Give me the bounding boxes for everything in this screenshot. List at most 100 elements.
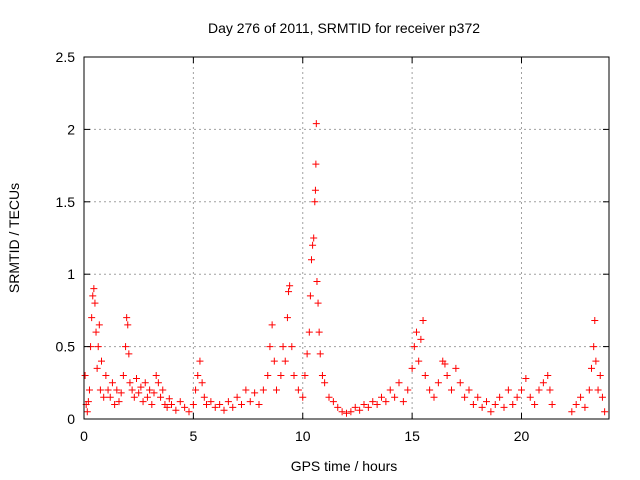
data-point-marker (343, 409, 350, 417)
data-point-marker (146, 386, 154, 394)
data-point-marker (268, 321, 276, 329)
data-point-marker (233, 393, 241, 401)
data-point-marker (255, 401, 263, 409)
data-point-marker (594, 386, 602, 394)
data-point-marker (279, 343, 287, 351)
data-point-marker (88, 314, 96, 322)
data-point-marker (125, 350, 133, 358)
data-point-marker (281, 357, 289, 365)
data-point-marker (585, 386, 593, 394)
data-point-marker (369, 398, 377, 406)
data-point-marker (163, 403, 171, 411)
data-point-marker (316, 350, 324, 358)
data-point-marker (522, 374, 530, 382)
data-point-marker (200, 393, 208, 401)
data-point-marker (242, 386, 250, 394)
data-point-marker (137, 383, 145, 391)
data-point-marker (313, 277, 321, 285)
data-point-marker (130, 393, 138, 401)
data-point-marker (321, 379, 329, 387)
data-point-marker (596, 372, 604, 380)
data-point-marker (290, 372, 298, 380)
data-points (81, 120, 609, 417)
grid-lines (84, 57, 609, 419)
data-point-marker (198, 379, 206, 387)
data-point-marker (283, 314, 291, 322)
x-tick-label: 10 (295, 428, 311, 444)
data-point-marker (546, 386, 554, 394)
data-point-marker (539, 379, 547, 387)
data-point-marker (111, 401, 119, 409)
data-point-marker (310, 234, 318, 242)
data-point-marker (395, 379, 403, 387)
data-point-marker (312, 120, 320, 128)
data-point-marker (465, 386, 473, 394)
data-point-marker (351, 403, 359, 411)
data-point-marker (504, 386, 512, 394)
data-point-marker (581, 403, 589, 411)
data-point-marker (83, 408, 91, 416)
data-point-marker (518, 386, 525, 394)
data-point-marker (90, 285, 98, 293)
data-point-marker (185, 408, 193, 416)
data-point-marker (157, 393, 165, 401)
data-point-marker (314, 299, 322, 307)
data-point-marker (139, 398, 147, 406)
data-point-marker (192, 386, 200, 394)
data-point-marker (601, 408, 609, 416)
data-point-marker (531, 401, 539, 409)
data-point-marker (264, 372, 272, 380)
data-point-marker (89, 292, 97, 300)
data-point-marker (478, 403, 486, 411)
data-point-marker (448, 386, 455, 394)
data-point-marker (308, 256, 315, 264)
data-point-marker (238, 401, 245, 409)
data-point-marker (456, 379, 464, 387)
data-point-marker (124, 321, 132, 329)
data-point-marker (203, 401, 210, 409)
data-point-marker (500, 403, 508, 411)
data-point-marker (419, 317, 427, 325)
data-point-marker (544, 372, 552, 380)
data-point-marker (94, 343, 102, 351)
data-point-marker (311, 186, 319, 194)
x-axis-label: GPS time / hours (291, 458, 398, 474)
data-point-marker (483, 398, 490, 406)
data-point-marker (150, 389, 158, 397)
data-point-marker (122, 343, 130, 351)
data-point-marker (123, 314, 131, 322)
data-point-marker (491, 401, 499, 409)
data-point-marker (334, 403, 342, 411)
data-point-marker (513, 393, 521, 401)
data-point-marker (309, 241, 317, 249)
data-point-marker (306, 292, 314, 300)
data-point-marker (299, 393, 307, 401)
data-point-marker (159, 386, 167, 394)
data-point-marker (117, 389, 125, 397)
data-point-marker (469, 401, 477, 409)
data-point-marker (165, 395, 173, 403)
data-point-marker (434, 379, 442, 387)
data-point-marker (277, 372, 285, 380)
data-point-marker (360, 401, 368, 409)
y-axis-label: SRMTID / TECUs (6, 183, 22, 293)
data-point-marker (305, 328, 313, 336)
data-point-marker (259, 386, 267, 394)
data-point-marker (108, 379, 116, 387)
x-tick-label: 5 (189, 428, 197, 444)
data-point-marker (487, 408, 495, 416)
data-point-marker (577, 393, 585, 401)
data-point-marker (452, 364, 460, 372)
data-point-marker (382, 398, 390, 406)
data-point-marker (115, 398, 123, 406)
y-tick-label: 1 (67, 266, 75, 282)
data-point-marker (509, 401, 517, 409)
y-tick-label: 0 (67, 411, 75, 427)
x-tick-label: 0 (80, 428, 88, 444)
data-point-marker (548, 401, 556, 409)
data-point-marker (113, 386, 121, 394)
data-point-marker (404, 386, 412, 394)
data-point-marker (119, 372, 127, 380)
data-point-marker (211, 403, 219, 411)
